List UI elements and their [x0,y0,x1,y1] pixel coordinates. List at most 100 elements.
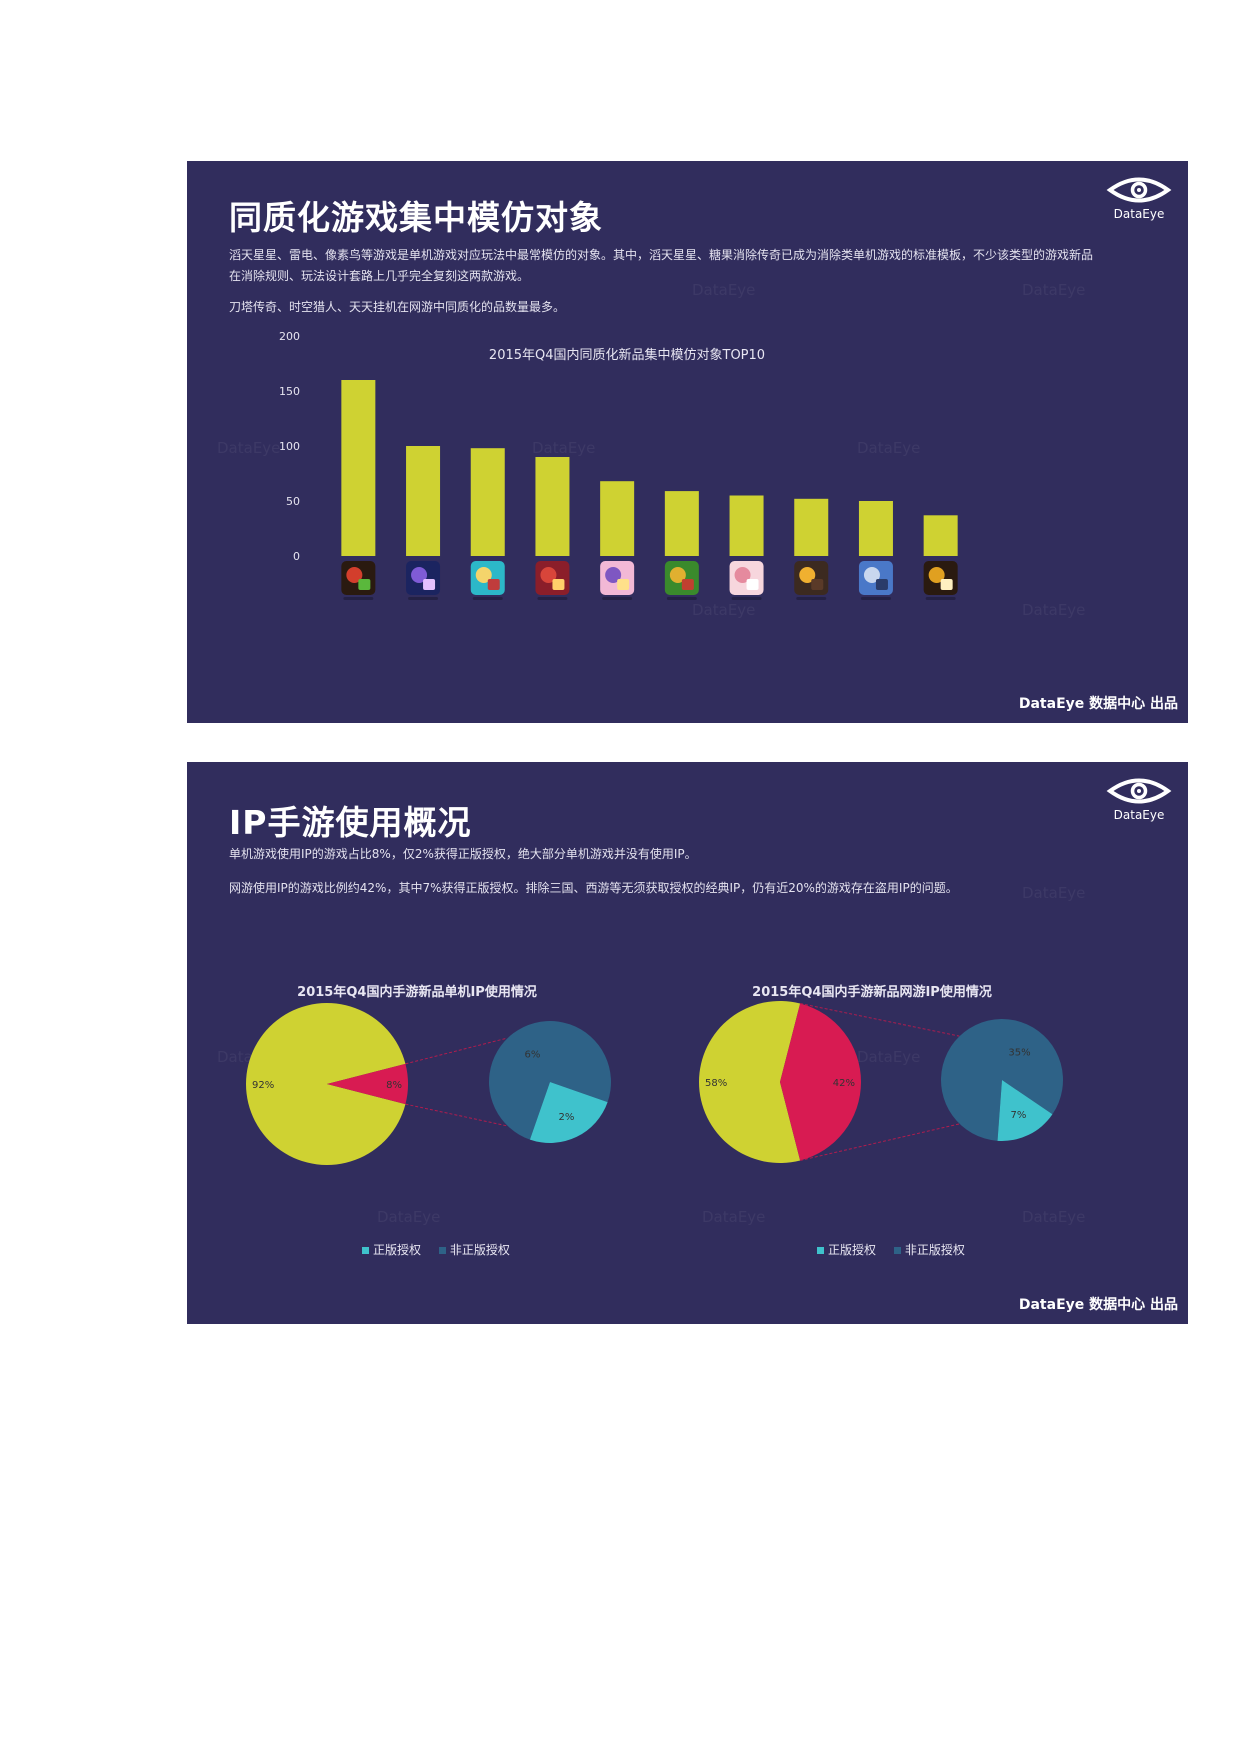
app-icon-shadow [666,597,697,600]
breakout-slice [488,1021,611,1140]
app-icon-shape [811,579,824,590]
breakout-slice [529,1082,608,1143]
chart-title: 2015年Q4国内手游新品网游IP使用情况 [752,985,992,1000]
description-paragraph: 单机游戏使用IP的游戏占比8%，仅2%获得正版授权，绝大部分单机游戏并没有使用I… [229,847,697,861]
app-icon [858,561,893,600]
legend-item: 正版授权 [817,1243,876,1257]
app-icon [600,561,635,600]
watermark: DataEye [857,1048,921,1066]
app-icon [470,561,505,600]
app-icon-shape [863,567,880,583]
dataeye-logo: DataEye [1106,776,1172,822]
connector-line [405,1037,508,1065]
logo-text: DataEye [1113,207,1165,221]
app-icon-shadow [796,597,827,600]
chart-title: 2015年Q4国内同质化新品集中模仿对象TOP10 [488,348,766,363]
bar [923,515,958,556]
pie-legend: 正版授权 非正版授权 [362,1241,524,1258]
connector-line [800,1003,960,1037]
watermark: DataEye [692,601,756,619]
legend-swatch [362,1247,369,1254]
eye-icon [1106,778,1172,804]
watermark: DataEye [1022,884,1086,902]
app-icon-shape [346,567,363,583]
app-icon-shape [940,579,953,590]
watermark: DataEye [217,439,281,457]
pie-slice [246,1003,406,1165]
connector-line [800,1123,960,1161]
bar-chart: 0 50 100 150 200 [279,330,958,600]
legend-swatch [438,1247,446,1254]
app-icon-shape [746,579,759,590]
breakout-slice [997,1080,1053,1141]
app-icon-shape [605,567,622,583]
app-icon-shadow [602,597,633,600]
legend-label: 正版授权 [828,1243,877,1257]
app-icon [729,561,764,600]
app-icon-shape [734,567,751,583]
breakout-label: 7% [1011,1110,1027,1121]
connector-line [405,1103,508,1127]
logo-text: DataEye [1113,808,1165,822]
slide-homogeneous-games: DataEye DataEye DataEye DataEye DataEye … [187,161,1188,723]
app-icon-shape [411,567,428,583]
watermark: DataEye [857,439,921,457]
app-icon-shape [799,567,816,583]
description-paragraph: 网游使用IP的游戏比例约42%，其中7%获得正版授权。排除三国、西游等无须获取授… [229,881,958,895]
pie-legend: 正版授权 非正版授权 [817,1241,979,1258]
description-paragraph: 滔天星星、雷电、像素鸟等游戏是单机游戏对应玩法中最常模仿的对象。其中，滔天星星、… [229,248,1094,283]
app-icon-shape [487,579,500,590]
dataeye-logo: DataEye [1106,175,1172,221]
bar [729,495,764,556]
app-icon-shape [423,579,436,590]
watermark: DataEye [1022,1208,1086,1226]
legend-label: 正版授权 [373,1243,422,1257]
slide-ip-usage: DataEye DataEye DataEye DataEye DataEye … [187,762,1188,1324]
watermark: DataEye [377,1208,441,1226]
app-icon-shadow [731,597,762,600]
app-icon [664,561,699,600]
y-tick-label: 150 [279,385,300,398]
bar [535,457,570,556]
pie-slice [780,1003,861,1161]
bar [664,491,699,556]
app-icon-shadow [925,597,956,600]
chart-title: 2015年Q4国内手游新品单机IP使用情况 [297,985,537,1000]
bar [600,481,635,556]
y-tick-label: 100 [279,440,300,453]
legend-label: 非正版授权 [904,1243,965,1257]
app-icon [923,561,958,600]
pie-slice-label: 42% [833,1078,855,1089]
breakout-label: 2% [559,1112,575,1123]
slide-title: 同质化游戏集中模仿对象 [229,198,603,237]
bar [794,498,829,556]
bar [406,446,441,556]
pie-charts: 92% 8% 2% 6% 58% 42% 7% 35% [246,1001,1063,1165]
y-tick-label: 50 [286,495,300,508]
pie-slice-label: 58% [705,1078,727,1089]
footer-credit: DataEye 数据中心 出品 [1018,1297,1178,1313]
app-icon-shape [928,567,945,583]
bar [341,380,376,556]
legend-swatch [817,1247,824,1254]
app-icon-shadow [860,597,891,600]
y-tick-label: 0 [293,550,300,563]
app-icon-shadow [408,597,439,600]
app-icon [406,561,441,600]
watermark: DataEye [692,281,756,299]
app-icon-shadow [472,597,503,600]
app-icon-shape [669,567,686,583]
legend-item: 正版授权 [362,1243,421,1257]
legend-item: 非正版授权 [438,1243,510,1257]
watermark: DataEye [1022,281,1086,299]
eye-icon [1106,177,1172,203]
legend-label: 非正版授权 [449,1243,510,1257]
app-icon-shadow [537,597,568,600]
pie-slice-label: 92% [252,1080,274,1091]
app-icon-shape [681,579,694,590]
app-icon [341,561,376,600]
app-icon-shape [475,567,492,583]
y-tick-label: 200 [279,330,300,343]
app-icon-shadow [343,597,374,600]
watermark: DataEye [702,1208,766,1226]
